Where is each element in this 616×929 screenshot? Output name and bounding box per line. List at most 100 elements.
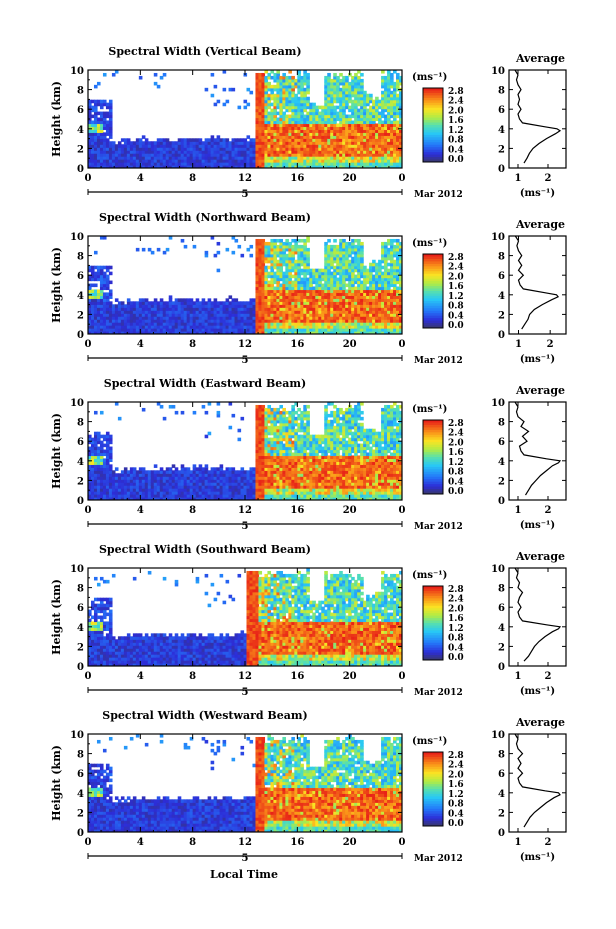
heatmap-cell [255, 328, 260, 332]
heatmap-cell [309, 322, 313, 326]
heatmap-cell [306, 72, 310, 77]
heatmap-cell [255, 277, 260, 282]
heatmap-cell [378, 129, 382, 133]
heatmap-cell [387, 253, 391, 258]
heatmap-cell [354, 319, 358, 323]
heatmap-cell [159, 147, 164, 151]
heatmap-cell [192, 147, 197, 151]
heatmap-cell [390, 108, 394, 113]
heatmap-cell [300, 325, 304, 329]
heatmap-cell [90, 437, 95, 442]
heatmap-cell [393, 135, 397, 139]
heatmap-cell [129, 153, 134, 157]
heatmap-cell [198, 162, 203, 166]
heatmap-cell [321, 277, 325, 282]
heatmap-cell [231, 144, 236, 148]
heatmap-cell [231, 138, 236, 142]
heatmap-cell [294, 138, 298, 142]
heatmap-cell [291, 301, 295, 305]
colorbar-tick-label: 0.8 [448, 302, 464, 312]
heatmap-cell [285, 286, 289, 291]
heatmap-cell [384, 108, 388, 113]
heatmap-cell [138, 476, 143, 480]
heatmap-cell [336, 250, 340, 255]
heatmap-cell [231, 313, 236, 317]
heatmap-cell [207, 304, 212, 308]
heatmap-cell [297, 123, 301, 128]
heatmap-cell [162, 331, 167, 334]
heatmap-cell [276, 126, 280, 130]
heatmap-cell [126, 325, 131, 329]
heatmap-cell [267, 250, 272, 255]
heatmap-cell [381, 322, 385, 326]
heatmap-cell [330, 298, 334, 302]
heatmap-cell [360, 271, 364, 276]
heatmap-cell [177, 476, 182, 480]
heatmap-cell [363, 292, 367, 296]
heatmap-cell [306, 319, 310, 323]
heatmap-cell [378, 289, 382, 294]
heatmap-cell [99, 410, 104, 415]
heatmap-cell [192, 301, 197, 305]
heatmap-cell [186, 485, 191, 489]
heatmap-cell [171, 497, 176, 500]
colorbar-swatch [423, 325, 443, 329]
heatmap-cell [390, 247, 394, 252]
heatmap-cell [369, 132, 373, 136]
heatmap-cell [375, 292, 379, 296]
heatmap-cell [246, 144, 251, 148]
heatmap-cell [306, 123, 310, 128]
heatmap-cell [234, 298, 239, 302]
heatmap-cell [309, 135, 313, 139]
heatmap-cell [351, 265, 355, 270]
heatmap-cell [294, 280, 298, 285]
heatmap-cell [246, 331, 251, 334]
heatmap-cell [321, 156, 325, 160]
heatmap-cell [345, 322, 349, 326]
heatmap-cell [309, 111, 313, 116]
heatmap-cell [309, 307, 313, 311]
heatmap-cell [267, 304, 272, 308]
heatmap-cell [88, 328, 92, 332]
heatmap-cell [366, 292, 370, 296]
heatmap-cell [336, 310, 340, 314]
heatmap-cell [267, 135, 272, 139]
heatmap-cell [147, 153, 152, 157]
heatmap-cell [351, 156, 355, 160]
heatmap-cell [264, 325, 269, 329]
heatmap-cell [333, 84, 337, 89]
heatmap-cell [363, 310, 367, 314]
heatmap-cell [132, 153, 137, 157]
heatmap-cell [270, 102, 275, 107]
heatmap-cell [330, 292, 334, 296]
heatmap-cell [93, 141, 98, 145]
heatmap-cell [291, 247, 295, 252]
heatmap-cell [270, 277, 275, 282]
heatmap-cell [369, 114, 373, 119]
heatmap-cell [384, 256, 388, 261]
heatmap-cell [264, 316, 269, 320]
heatmap-cell [333, 120, 337, 125]
heatmap-cell [276, 129, 280, 133]
heatmap-cell [267, 114, 272, 119]
heatmap-cell [108, 165, 113, 168]
heatmap-cell [342, 271, 346, 276]
heatmap-cell [381, 159, 385, 163]
heatmap-cell [294, 310, 298, 314]
heatmap-cell [378, 153, 382, 157]
heatmap-cell [282, 328, 286, 332]
heatmap-cell [390, 156, 394, 160]
heatmap-cell [381, 105, 385, 110]
heatmap-cell [204, 316, 209, 320]
heatmap-cell [339, 286, 343, 291]
heatmap-cell [141, 485, 146, 489]
heatmap-cell [258, 144, 263, 148]
heatmap-cell [282, 322, 286, 326]
heatmap-cell [315, 150, 319, 154]
heatmap-cell [336, 247, 340, 252]
heatmap-cell [90, 316, 95, 320]
heatmap-cell [273, 307, 277, 311]
heatmap-cell [192, 153, 197, 157]
heatmap-cell [324, 120, 328, 125]
heatmap-cell [192, 473, 197, 477]
